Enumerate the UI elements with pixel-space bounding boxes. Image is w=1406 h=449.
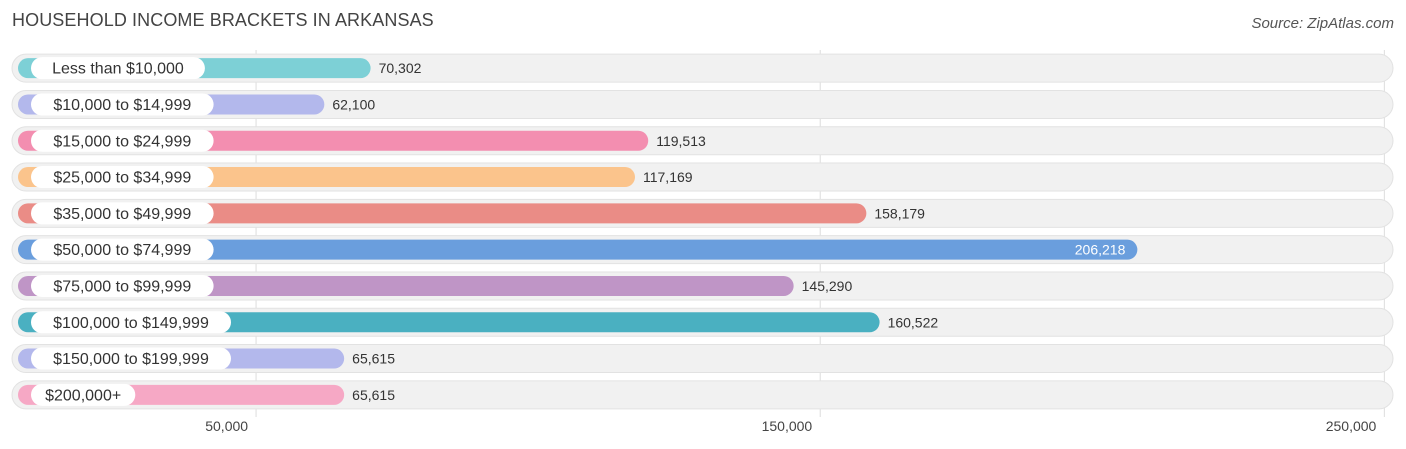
bar (18, 203, 867, 224)
bar-track (11, 89, 1394, 119)
bar-track (11, 380, 1394, 410)
value-label: 117,169 (643, 169, 693, 185)
category-label-pill (31, 238, 214, 261)
value-label: 145,290 (802, 278, 853, 294)
category-label-pill (31, 129, 214, 152)
value-label: 158,179 (874, 205, 925, 221)
value-label: 62,100 (332, 96, 375, 112)
category-label-pill (31, 347, 231, 370)
value-label: 65,615 (352, 387, 395, 403)
bar-track (11, 344, 1394, 374)
value-label: 65,615 (352, 351, 395, 367)
category-label: $200,000+ (45, 387, 121, 404)
bar (18, 239, 1138, 260)
x-tick-label: 150,000 (762, 418, 813, 434)
category-label: $35,000 to $49,999 (53, 206, 191, 223)
chart-title: HOUSEHOLD INCOME BRACKETS IN ARKANSAS (12, 10, 434, 30)
category-label: $10,000 to $14,999 (53, 97, 191, 114)
source-label: Source: ZipAtlas.com (1251, 15, 1394, 32)
category-label: $50,000 to $74,999 (53, 242, 191, 259)
category-label: $25,000 to $34,999 (53, 170, 191, 187)
category-label-pill (31, 202, 214, 225)
category-label-pill (31, 311, 231, 334)
category-label: $150,000 to $199,999 (53, 351, 209, 368)
category-label: $75,000 to $99,999 (53, 278, 191, 295)
value-label: 206,218 (1075, 242, 1126, 258)
value-label: 160,522 (888, 314, 939, 330)
category-label: Less than $10,000 (52, 61, 184, 78)
category-label-pill (31, 274, 214, 297)
category-label-pill (31, 383, 136, 406)
value-label: 70,302 (379, 60, 422, 76)
x-tick-label: 50,000 (205, 418, 248, 434)
category-label-pill (31, 93, 214, 116)
x-tick-label: 250,000 (1326, 418, 1377, 434)
category-label-pill (31, 57, 205, 80)
category-label-pill (31, 166, 214, 189)
category-label: $15,000 to $24,999 (53, 133, 191, 150)
bar (18, 312, 880, 333)
value-label: 119,513 (656, 133, 706, 149)
category-label: $100,000 to $149,999 (53, 315, 209, 332)
